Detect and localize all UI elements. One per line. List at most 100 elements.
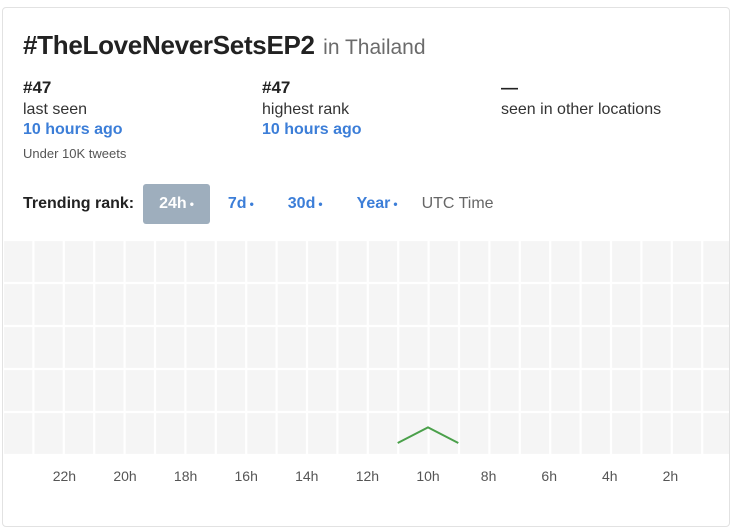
- x-tick-label: 16h: [235, 468, 258, 484]
- x-tick-label: 20h: [113, 468, 136, 484]
- grid-cell: [95, 327, 124, 368]
- grid-cell: [642, 413, 671, 454]
- grid-cell: [338, 284, 367, 325]
- grid-cell: [34, 327, 63, 368]
- trend-card: #TheLoveNeverSetsEP2 in Thailand #47 las…: [2, 7, 730, 527]
- grid-cell: [34, 413, 63, 454]
- grid-cell: [338, 413, 367, 454]
- grid-cell: [64, 413, 94, 454]
- grid-cell: [642, 241, 671, 282]
- grid-cell: [642, 284, 671, 325]
- grid-cell: [34, 284, 63, 325]
- grid-cell: [368, 370, 398, 411]
- grid-cell: [156, 327, 185, 368]
- grid-cell: [4, 327, 33, 368]
- grid-cell: [64, 241, 94, 282]
- grid-cell: [95, 413, 124, 454]
- grid-cell: [520, 413, 550, 454]
- grid-cell: [64, 370, 94, 411]
- grid-cell: [277, 370, 306, 411]
- grid-cell: [277, 327, 306, 368]
- grid-cell: [277, 284, 306, 325]
- tab-label: 7d: [227, 195, 247, 212]
- grid-cell: [216, 327, 246, 368]
- tab-label: 24h: [159, 195, 187, 212]
- timezone-label[interactable]: UTC Time: [421, 195, 494, 212]
- grid-cell: [125, 327, 154, 368]
- trending-rank-chart: 22h 20h 18h 16h 14h 12h 10h 8h 6h 4h 2h: [4, 241, 729, 484]
- stat-label: seen in other locations: [501, 101, 662, 118]
- grid-cell: [186, 241, 215, 282]
- dot-icon: •: [189, 197, 194, 211]
- dot-icon: •: [393, 197, 398, 211]
- grid-cell: [399, 241, 428, 282]
- grid-cell: [672, 284, 702, 325]
- grid-cell: [308, 284, 337, 325]
- tab-year[interactable]: Year •: [341, 184, 414, 224]
- grid-cell: [156, 370, 185, 411]
- grid-cell: [703, 413, 729, 454]
- tab-24h[interactable]: 24h •: [143, 184, 210, 224]
- grid-cell: [429, 327, 458, 368]
- grid-cell: [399, 284, 428, 325]
- grid-cell: [247, 284, 276, 325]
- grid-cell: [520, 327, 550, 368]
- grid-cell: [247, 413, 276, 454]
- grid-cell: [338, 327, 367, 368]
- grid-cell: [429, 284, 458, 325]
- grid-cell: [4, 241, 33, 282]
- tab-label: 30d: [287, 195, 316, 212]
- x-tick-label: 10h: [416, 468, 439, 484]
- grid-cell: [551, 413, 580, 454]
- x-tick-label: 14h: [295, 468, 318, 484]
- grid-cell: [308, 370, 337, 411]
- rank-series-line: [397, 426, 459, 444]
- grid-cell: [612, 327, 641, 368]
- chart-grid: [4, 241, 729, 454]
- x-tick-label: 22h: [53, 468, 76, 484]
- grid-cell: [581, 284, 610, 325]
- grid-cell: [551, 370, 580, 411]
- x-tick-label: 4h: [602, 468, 618, 484]
- trending-rank-filter: Trending rank: 24h • 7d • 30d • Year • UTC T…: [23, 184, 494, 224]
- grid-cell: [612, 241, 641, 282]
- grid-cell: [216, 370, 246, 411]
- grid-cell: [490, 241, 519, 282]
- grid-cell: [125, 241, 154, 282]
- title-row: #TheLoveNeverSetsEP2 in Thailand: [23, 30, 426, 61]
- stat-highest-rank: #47 highest rank 10 hours ago: [262, 78, 362, 141]
- grid-cell: [581, 413, 610, 454]
- grid-cell: [429, 241, 458, 282]
- grid-cell: [34, 241, 63, 282]
- grid-cell: [672, 413, 702, 454]
- grid-cell: [4, 284, 33, 325]
- grid-cell: [642, 370, 671, 411]
- grid-cell: [277, 241, 306, 282]
- grid-cell: [186, 327, 215, 368]
- grid-cell: [672, 327, 702, 368]
- location-label: in Thailand: [323, 36, 426, 59]
- stat-last-seen: #47 last seen 10 hours ago Under 10K twe…: [23, 78, 126, 161]
- grid-cell: [612, 413, 641, 454]
- grid-cell: [703, 284, 729, 325]
- grid-cell: [338, 370, 367, 411]
- tab-30d[interactable]: 30d •: [272, 184, 339, 224]
- grid-cell: [186, 370, 215, 411]
- x-tick-label: 8h: [481, 468, 497, 484]
- grid-cell: [581, 327, 610, 368]
- grid-cell: [216, 413, 246, 454]
- grid-cell: [4, 413, 33, 454]
- grid-cell: [551, 327, 580, 368]
- chart-series: [397, 426, 459, 444]
- grid-cell: [551, 284, 580, 325]
- x-tick-label: 6h: [541, 468, 557, 484]
- grid-cell: [95, 284, 124, 325]
- grid-cell: [460, 327, 489, 368]
- dot-icon: •: [318, 197, 323, 211]
- tweet-volume: Under 10K tweets: [23, 146, 127, 161]
- grid-cell: [703, 241, 729, 282]
- tab-7d[interactable]: 7d •: [212, 184, 270, 224]
- stat-time: 10 hours ago: [23, 121, 123, 138]
- grid-cell: [460, 241, 489, 282]
- grid-cell: [368, 241, 398, 282]
